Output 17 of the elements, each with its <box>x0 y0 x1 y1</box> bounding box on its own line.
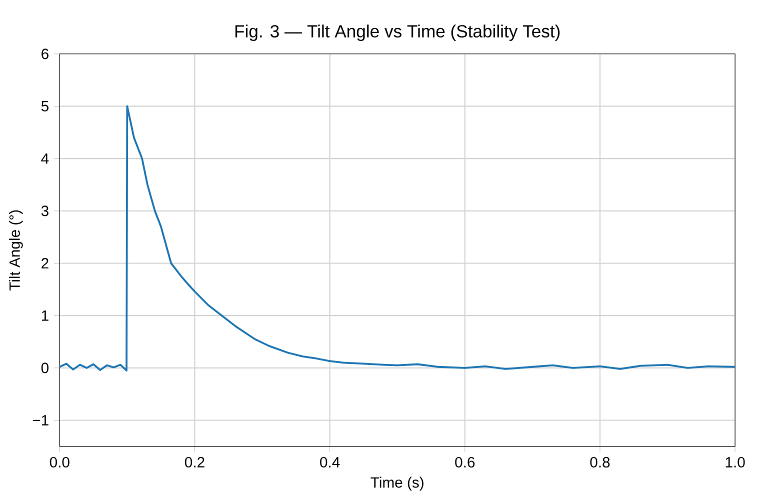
y-axis-title: Tilt Angle (°) <box>8 210 23 290</box>
x-tick-label: 0.4 <box>320 456 340 468</box>
x-axis-title: Time (s) <box>370 476 424 490</box>
y-tick-label: 5 <box>41 100 48 112</box>
x-tick-label: 0.8 <box>590 456 610 468</box>
y-tick-label: 1 <box>42 310 48 321</box>
x-tick-label: 0.6 <box>455 456 475 468</box>
y-tick-label: 0 <box>41 362 49 373</box>
y-tick-label: 3 <box>41 205 48 216</box>
x-tick-label: 1.0 <box>726 456 745 468</box>
y-tick-label: 6 <box>42 48 48 59</box>
x-tick-label: 0.2 <box>184 456 204 468</box>
y-tick-label: 2 <box>42 258 48 268</box>
y-tick-label: −1 <box>32 414 48 426</box>
chart-title: Fig. 3 — Tilt Angle vs Time (Stability Test) <box>235 24 560 41</box>
x-tick-label: 0.0 <box>50 456 70 468</box>
y-tick-label: 4 <box>41 153 49 164</box>
